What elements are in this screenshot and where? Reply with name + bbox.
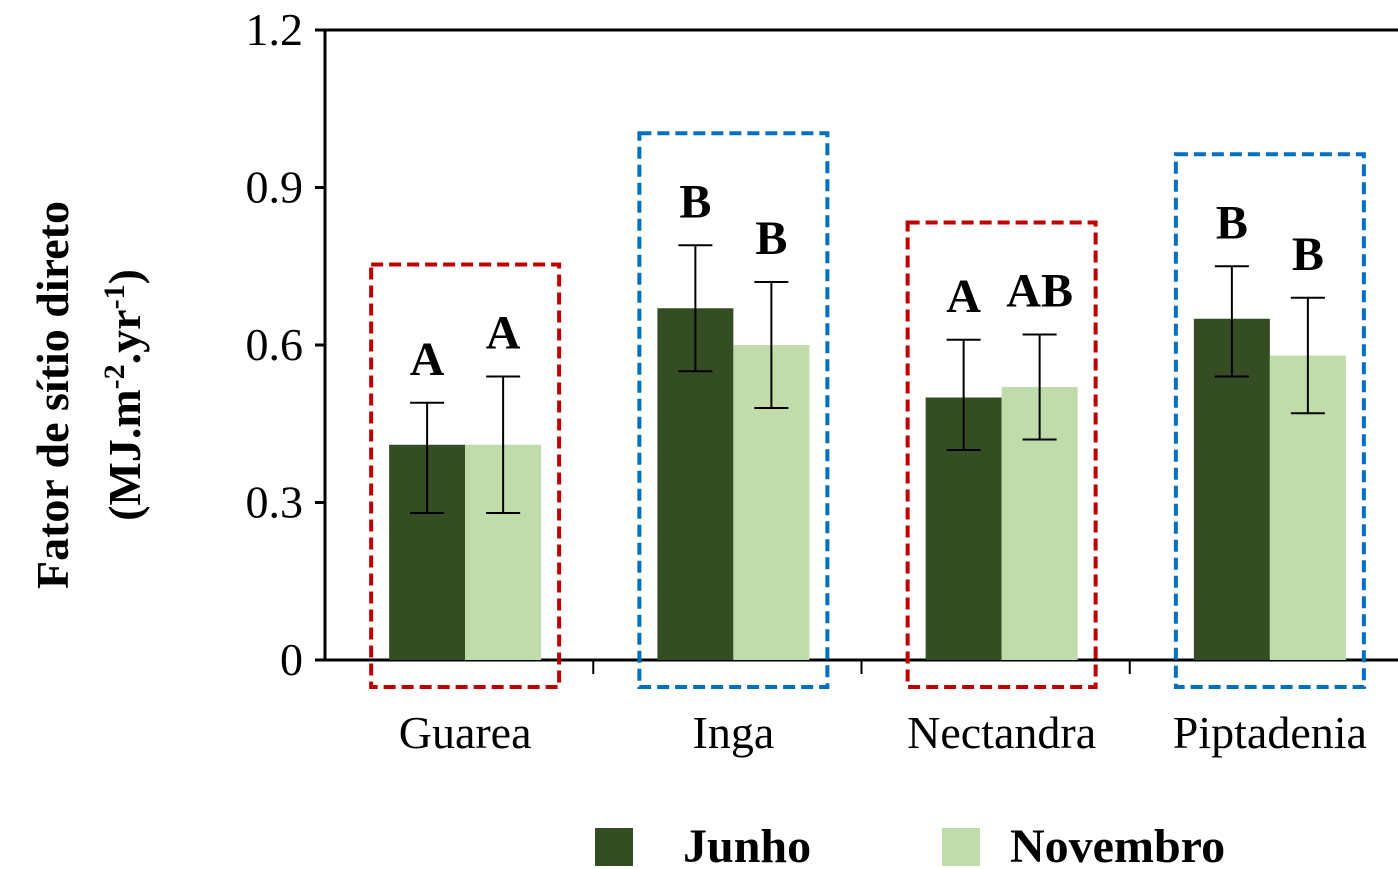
legend-label-junho: Junho: [683, 820, 811, 869]
significance-label: B: [1216, 196, 1248, 249]
significance-label: A: [410, 333, 445, 386]
group-box-nectandra: [905, 220, 1098, 689]
significance-label: B: [1292, 228, 1324, 281]
significance-label: A: [946, 270, 981, 323]
y-tick-label: 0.6: [246, 319, 304, 370]
y-tick-label: 0.3: [246, 477, 304, 528]
legend-label-novembro: Novembro: [1010, 820, 1225, 869]
group-box-inga: [637, 131, 830, 689]
y-axis-title-sup-a: -2: [98, 364, 131, 389]
significance-label: B: [679, 175, 711, 228]
y-axis: 0 0.3 0.6 0.9 1.2: [246, 4, 325, 685]
y-axis-title-unit-a: (MJ.m: [99, 389, 150, 521]
significance-label: A: [486, 307, 521, 360]
error-bars: [410, 244, 1325, 514]
legend-swatch-novembro: [942, 828, 980, 866]
bars: [389, 308, 1346, 660]
y-axis-title-sup-b: -1: [98, 284, 131, 309]
legend-swatch-junho: [595, 828, 633, 866]
significance-label: B: [755, 212, 787, 265]
y-axis-title-unit-b: .yr: [99, 309, 150, 364]
y-tick-label: 1.2: [246, 4, 304, 55]
group-boxes: [369, 131, 1366, 689]
y-tick-label: 0.9: [246, 162, 304, 213]
x-category-label: Guarea: [399, 707, 532, 758]
x-category-label: Piptadenia: [1173, 707, 1367, 758]
x-category-label: Nectandra: [907, 707, 1096, 758]
group-box-piptadenia: [1173, 152, 1366, 689]
x-axis-categories: Guarea Inga Nectandra Piptadenia: [399, 707, 1367, 758]
group-box-guarea: [369, 262, 562, 689]
y-axis-title-line1: Fator de sítio direto: [27, 201, 78, 589]
x-category-label: Inga: [693, 707, 775, 758]
significance-label: AB: [1006, 265, 1073, 318]
y-axis-title-line2: (MJ.m-2.yr-1): [98, 269, 151, 521]
legend: Junho Novembro: [595, 820, 1225, 869]
y-axis-title-unit-c: ): [99, 269, 150, 284]
y-tick-label: 0: [280, 634, 303, 685]
